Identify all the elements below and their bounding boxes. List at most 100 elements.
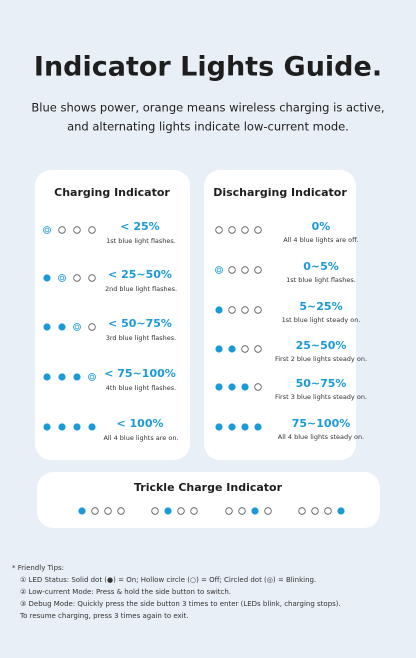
led-off: [298, 507, 306, 515]
led-on: [73, 423, 81, 431]
led-off: [241, 226, 249, 234]
led-on: [215, 345, 223, 353]
led-blink: [88, 373, 96, 381]
tip: ① LED Status: Solid dot (●) = On; Hollow…: [20, 576, 316, 584]
led-off: [58, 226, 66, 234]
led-on: [88, 423, 96, 431]
led-on: [251, 507, 259, 515]
charging-card: [35, 170, 190, 460]
led-off: [177, 507, 185, 515]
row-label: < 100%: [116, 417, 163, 430]
led-on: [215, 306, 223, 314]
row-label: 50~75%: [296, 377, 347, 390]
row-label: < 25%: [120, 220, 159, 233]
card-title: Discharging Indicator: [213, 186, 347, 199]
row-note: 4th blue light flashes.: [106, 384, 177, 392]
led-on: [78, 507, 86, 515]
led-off: [104, 507, 112, 515]
led-on: [241, 383, 249, 391]
led-off: [88, 323, 96, 331]
tips-heading: * Friendly Tips:: [12, 564, 64, 572]
led-blink-core: [216, 267, 222, 273]
row-note: 2nd blue light flashes.: [105, 285, 177, 293]
row-note: First 3 blue lights steady on.: [275, 393, 367, 401]
subtitle: Blue shows power, orange means wireless …: [31, 101, 384, 115]
row-note: First 2 blue lights steady on.: [275, 355, 367, 363]
led-on: [228, 423, 236, 431]
subtitle: and alternating lights indicate low-curr…: [67, 120, 349, 134]
led-on: [228, 345, 236, 353]
tip: ② Low-current Mode: Press & hold the sid…: [20, 588, 231, 596]
led-on: [337, 507, 345, 515]
led-on: [73, 373, 81, 381]
led-off: [241, 266, 249, 274]
card-title: Charging Indicator: [54, 186, 170, 199]
led-on: [43, 373, 51, 381]
led-off: [73, 226, 81, 234]
led-blink: [215, 266, 223, 274]
led-blink: [43, 226, 51, 234]
row-label: < 50~75%: [108, 317, 172, 330]
led-on: [215, 423, 223, 431]
led-off: [324, 507, 332, 515]
row-note: All 4 blue lights are off.: [283, 236, 358, 244]
row-note: All 4 blue lights steady on.: [278, 433, 364, 441]
led-off: [254, 306, 262, 314]
led-blink: [73, 323, 81, 331]
led-off: [264, 507, 272, 515]
row-note: All 4 blue lights are on.: [103, 434, 178, 442]
led-on: [43, 274, 51, 282]
led-off: [151, 507, 159, 515]
led-on: [43, 323, 51, 331]
led-off: [254, 383, 262, 391]
led-on: [164, 507, 172, 515]
led-on: [215, 383, 223, 391]
row-label: 75~100%: [292, 417, 351, 430]
led-off: [73, 274, 81, 282]
led-off: [225, 507, 233, 515]
led-blink-core: [89, 374, 95, 380]
led-on: [254, 423, 262, 431]
led-on: [228, 383, 236, 391]
led-off: [228, 226, 236, 234]
led-off: [241, 306, 249, 314]
row-note: 1st blue light flashes.: [106, 237, 176, 245]
led-off: [228, 306, 236, 314]
led-on: [58, 323, 66, 331]
led-off: [238, 507, 246, 515]
row-note: 1st blue light flashes.: [286, 276, 356, 284]
led-on: [58, 373, 66, 381]
led-off: [88, 226, 96, 234]
row-note: 3rd blue light flashes.: [106, 334, 177, 342]
row-label: 25~50%: [296, 339, 347, 352]
led-on: [43, 423, 51, 431]
tip: ③ Debug Mode: Quickly press the side but…: [20, 600, 341, 608]
led-off: [241, 345, 249, 353]
row-label: 5~25%: [299, 300, 342, 313]
led-off: [254, 266, 262, 274]
tip: To resume charging, press 3 times again …: [19, 612, 189, 620]
led-off: [311, 507, 319, 515]
led-off: [190, 507, 198, 515]
row-label: 0~5%: [303, 260, 339, 273]
title: Indicator Lights Guide.: [34, 52, 382, 83]
row-label: < 25~50%: [108, 268, 172, 281]
led-off: [215, 226, 223, 234]
led-off: [88, 274, 96, 282]
led-on: [58, 423, 66, 431]
row-label: 0%: [312, 220, 331, 233]
row-label: < 75~100%: [104, 367, 176, 380]
led-off: [254, 226, 262, 234]
row-note: 1st blue light steady on.: [282, 316, 361, 324]
led-blink-core: [74, 324, 80, 330]
led-blink: [58, 274, 66, 282]
card-title: Trickle Charge Indicator: [134, 481, 283, 494]
led-off: [228, 266, 236, 274]
led-blink-core: [44, 227, 50, 233]
led-off: [254, 345, 262, 353]
led-blink-core: [59, 275, 65, 281]
led-off: [117, 507, 125, 515]
led-off: [91, 507, 99, 515]
